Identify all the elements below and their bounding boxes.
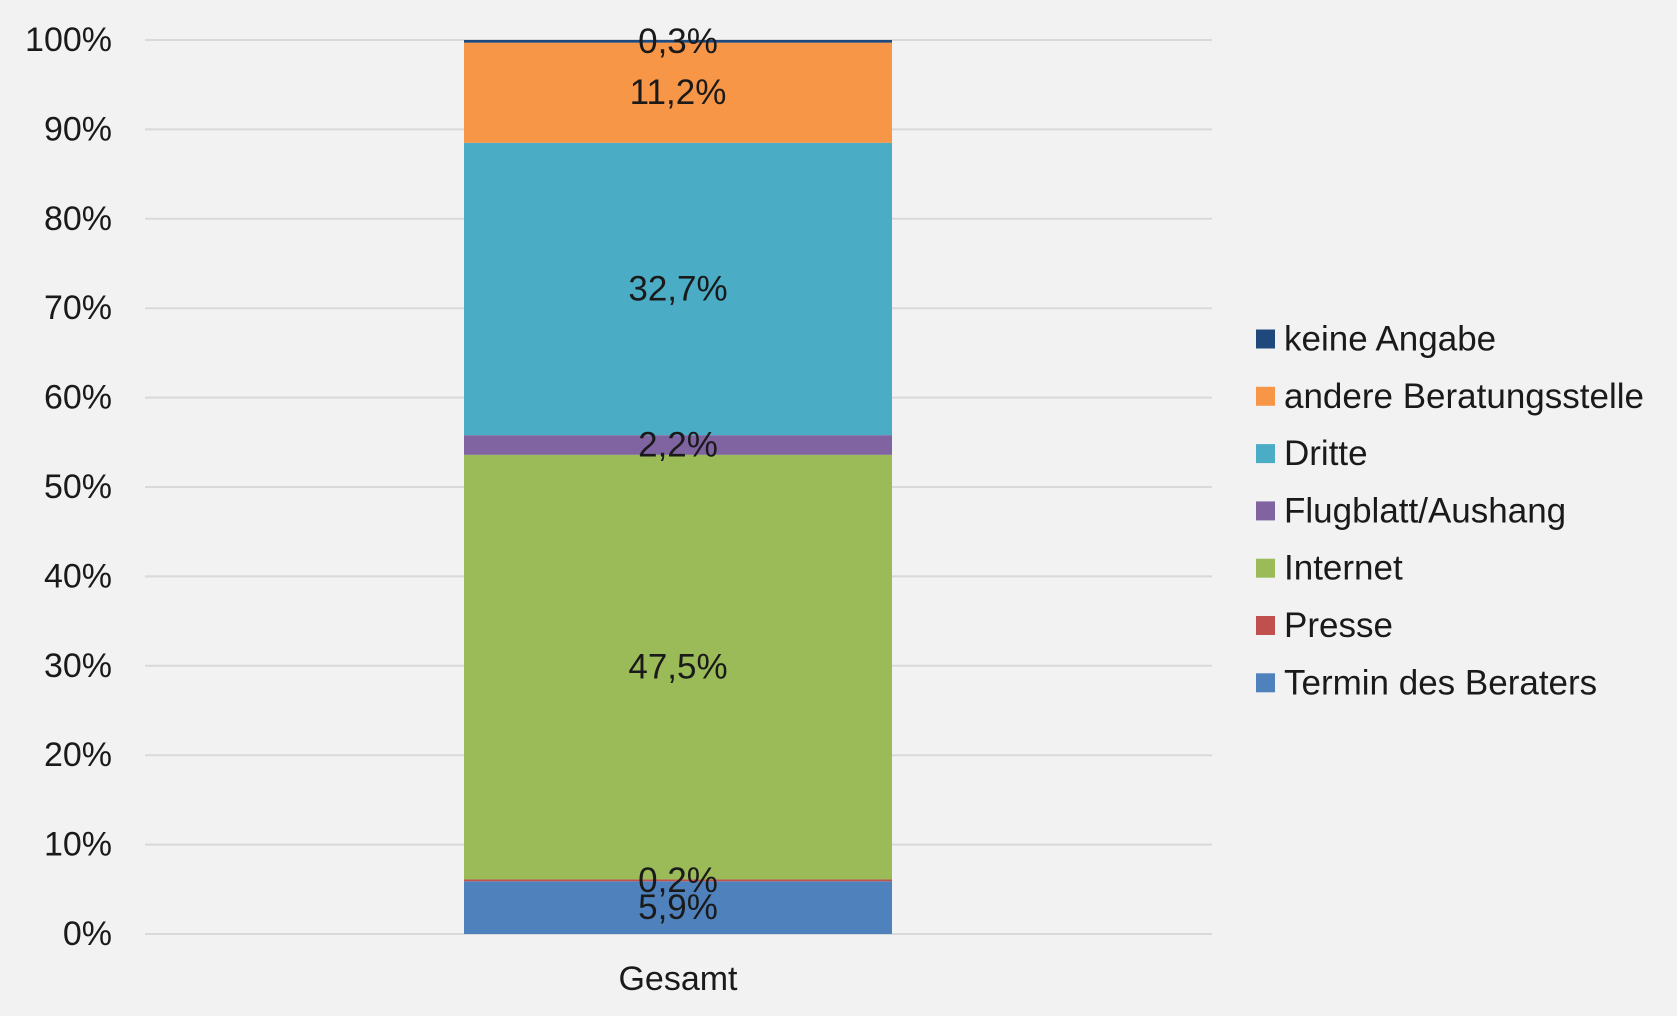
bar-segment [464, 435, 892, 455]
legend-item: Flugblatt/Aushang [1256, 491, 1566, 530]
y-tick-label: 100% [25, 21, 112, 59]
y-tick-label: 90% [44, 110, 112, 148]
legend-item: Dritte [1256, 434, 1368, 473]
legend-swatch [1256, 329, 1275, 349]
bar-segment [464, 454, 892, 880]
bar-segments [464, 40, 892, 934]
legend-label: Dritte [1284, 434, 1368, 473]
data-label: 32,7% [628, 269, 727, 308]
legend-item: keine Angabe [1256, 320, 1496, 359]
y-tick-label: 60% [44, 379, 112, 417]
legend-label: Presse [1284, 606, 1393, 645]
y-tick-label: 40% [44, 557, 112, 595]
legend-item: Internet [1256, 549, 1403, 588]
legend: keine Angabe andere Beratungsstelle Dritte… [1256, 320, 1644, 702]
y-tick-label: 50% [44, 468, 112, 506]
bar-segment [464, 881, 892, 934]
legend-item: Termin des Beraters [1256, 663, 1597, 702]
legend-swatch [1256, 673, 1275, 693]
legend-swatch [1256, 444, 1275, 464]
x-tick-label: Gesamt [618, 960, 738, 998]
data-label: 47,5% [628, 648, 727, 687]
legend-label: Internet [1284, 549, 1403, 588]
data-label: 0,3% [638, 22, 718, 61]
legend-label: Termin des Beraters [1284, 663, 1597, 702]
bar-segment [464, 42, 892, 143]
y-tick-label: 10% [44, 826, 112, 864]
legend-label: keine Angabe [1284, 320, 1496, 359]
y-tick-label: 30% [44, 647, 112, 685]
y-tick-label: 80% [44, 200, 112, 238]
legend-swatch [1256, 558, 1275, 578]
y-axis-tick-labels: 0% 10% 20% 30% 40% 50% 60% 70% 80% 90% 100% [25, 21, 112, 953]
bar-segment [464, 142, 892, 436]
bar-segment [464, 879, 892, 882]
legend-label: andere Beratungsstelle [1284, 377, 1644, 416]
legend-item: andere Beratungsstelle [1256, 377, 1644, 416]
bar-segment [464, 40, 892, 43]
data-labels: 5,9%0,2% 47,5% 2,2% 32,7% 11,2% 0,3% [628, 22, 727, 927]
y-tick-label: 70% [44, 289, 112, 327]
legend-item: Presse [1256, 606, 1393, 645]
x-axis-tick-labels: Gesamt [618, 960, 738, 998]
legend-swatch [1256, 616, 1275, 635]
data-label: 2,2% [638, 425, 718, 464]
y-tick-label: 20% [44, 736, 112, 774]
data-label: 11,2% [630, 73, 727, 112]
legend-swatch [1256, 501, 1275, 521]
y-tick-label: 0% [63, 915, 112, 953]
data-label: 5,9% [638, 888, 718, 927]
data-label: 0,2% [638, 861, 718, 900]
legend-swatch [1256, 386, 1275, 406]
legend-label: Flugblatt/Aushang [1284, 491, 1566, 530]
